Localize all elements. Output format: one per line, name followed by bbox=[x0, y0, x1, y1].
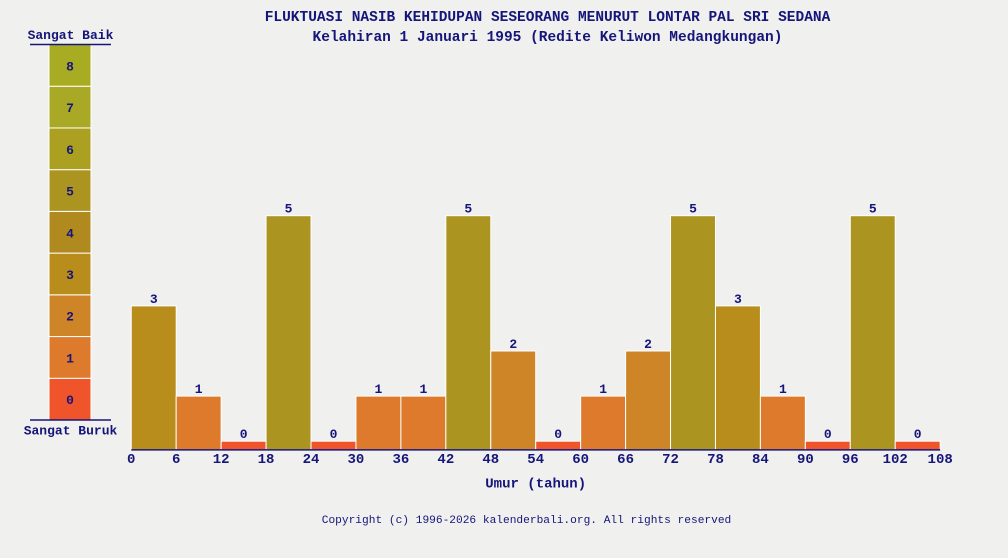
svg-text:5: 5 bbox=[464, 202, 472, 217]
svg-text:3: 3 bbox=[150, 292, 158, 307]
svg-text:Umur (tahun): Umur (tahun) bbox=[485, 477, 586, 493]
svg-text:5: 5 bbox=[285, 202, 293, 217]
svg-text:108: 108 bbox=[928, 452, 953, 468]
svg-text:0: 0 bbox=[66, 393, 74, 408]
svg-text:36: 36 bbox=[392, 452, 409, 468]
svg-text:Sangat Buruk: Sangat Buruk bbox=[24, 424, 118, 439]
svg-text:3: 3 bbox=[66, 268, 74, 283]
svg-text:78: 78 bbox=[707, 452, 724, 468]
svg-text:102: 102 bbox=[883, 452, 908, 468]
svg-text:3: 3 bbox=[734, 292, 742, 307]
svg-text:1: 1 bbox=[599, 382, 607, 397]
svg-text:12: 12 bbox=[213, 452, 230, 468]
svg-text:6: 6 bbox=[172, 452, 180, 468]
svg-text:60: 60 bbox=[572, 452, 589, 468]
svg-text:1: 1 bbox=[195, 382, 203, 397]
svg-text:66: 66 bbox=[617, 452, 634, 468]
svg-text:0: 0 bbox=[330, 427, 338, 442]
svg-text:72: 72 bbox=[662, 452, 679, 468]
svg-text:5: 5 bbox=[66, 185, 74, 200]
svg-text:90: 90 bbox=[797, 452, 814, 468]
svg-text:84: 84 bbox=[752, 452, 769, 468]
svg-text:0: 0 bbox=[240, 427, 248, 442]
svg-text:7: 7 bbox=[66, 101, 74, 116]
svg-text:30: 30 bbox=[348, 452, 365, 468]
svg-text:1: 1 bbox=[66, 351, 74, 366]
svg-text:6: 6 bbox=[66, 143, 74, 158]
svg-text:2: 2 bbox=[66, 310, 74, 325]
svg-text:2: 2 bbox=[509, 337, 517, 352]
svg-text:0: 0 bbox=[554, 427, 562, 442]
svg-text:0: 0 bbox=[824, 427, 832, 442]
svg-text:54: 54 bbox=[527, 452, 544, 468]
svg-text:4: 4 bbox=[66, 226, 74, 241]
svg-text:48: 48 bbox=[482, 452, 499, 468]
svg-text:1: 1 bbox=[419, 382, 427, 397]
svg-text:18: 18 bbox=[258, 452, 275, 468]
svg-text:0: 0 bbox=[914, 427, 922, 442]
svg-text:8: 8 bbox=[66, 59, 74, 74]
svg-text:2: 2 bbox=[644, 337, 652, 352]
svg-text:96: 96 bbox=[842, 452, 859, 468]
svg-text:1: 1 bbox=[779, 382, 787, 397]
svg-text:5: 5 bbox=[689, 202, 697, 217]
svg-text:0: 0 bbox=[127, 452, 135, 468]
svg-text:Sangat Baik: Sangat Baik bbox=[28, 28, 114, 43]
svg-text:42: 42 bbox=[437, 452, 454, 468]
svg-text:1: 1 bbox=[375, 382, 383, 397]
svg-text:5: 5 bbox=[869, 202, 877, 217]
svg-text:24: 24 bbox=[303, 452, 320, 468]
